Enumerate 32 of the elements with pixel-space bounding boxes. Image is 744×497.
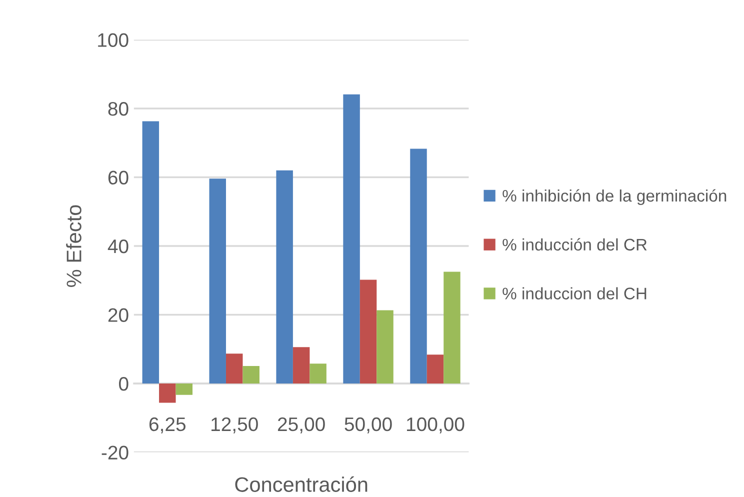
y-tick-label: 60: [108, 170, 128, 184]
y-axis-title: % Efecto: [66, 205, 82, 287]
bar: [310, 364, 326, 384]
y-tick-label: 20: [108, 308, 128, 322]
x-axis-title: Concentración: [235, 476, 368, 492]
bar: [209, 178, 226, 384]
y-tick-label: 0: [119, 376, 128, 391]
bar: [176, 384, 193, 395]
x-tick-label: 50,00: [344, 417, 392, 434]
bar: [276, 170, 293, 384]
x-tick-label: 25,00: [278, 417, 325, 434]
bar: [376, 310, 394, 384]
legend-label: % induccion del CH: [502, 287, 646, 300]
bar: [242, 366, 260, 384]
bar: [226, 354, 243, 384]
x-tick-label: 6,25: [149, 417, 186, 434]
bar: [343, 94, 360, 384]
legend-label: % inducción del CR: [502, 238, 647, 251]
bar: [360, 280, 377, 384]
bar: [426, 354, 444, 384]
bar: [444, 272, 460, 384]
y-tick-label: 80: [108, 102, 128, 116]
y-tick-label: -20: [102, 446, 128, 460]
bar: [292, 347, 310, 384]
x-tick-label: 100,00: [406, 417, 464, 434]
y-tick-label: 40: [108, 239, 128, 254]
bar: [142, 121, 160, 384]
y-tick-label: 100: [98, 33, 128, 47]
x-tick-label: 12,50: [212, 417, 258, 434]
legend-label: % inhibición de la germinación: [502, 189, 726, 206]
bar: [159, 384, 176, 403]
bar: [410, 148, 427, 384]
